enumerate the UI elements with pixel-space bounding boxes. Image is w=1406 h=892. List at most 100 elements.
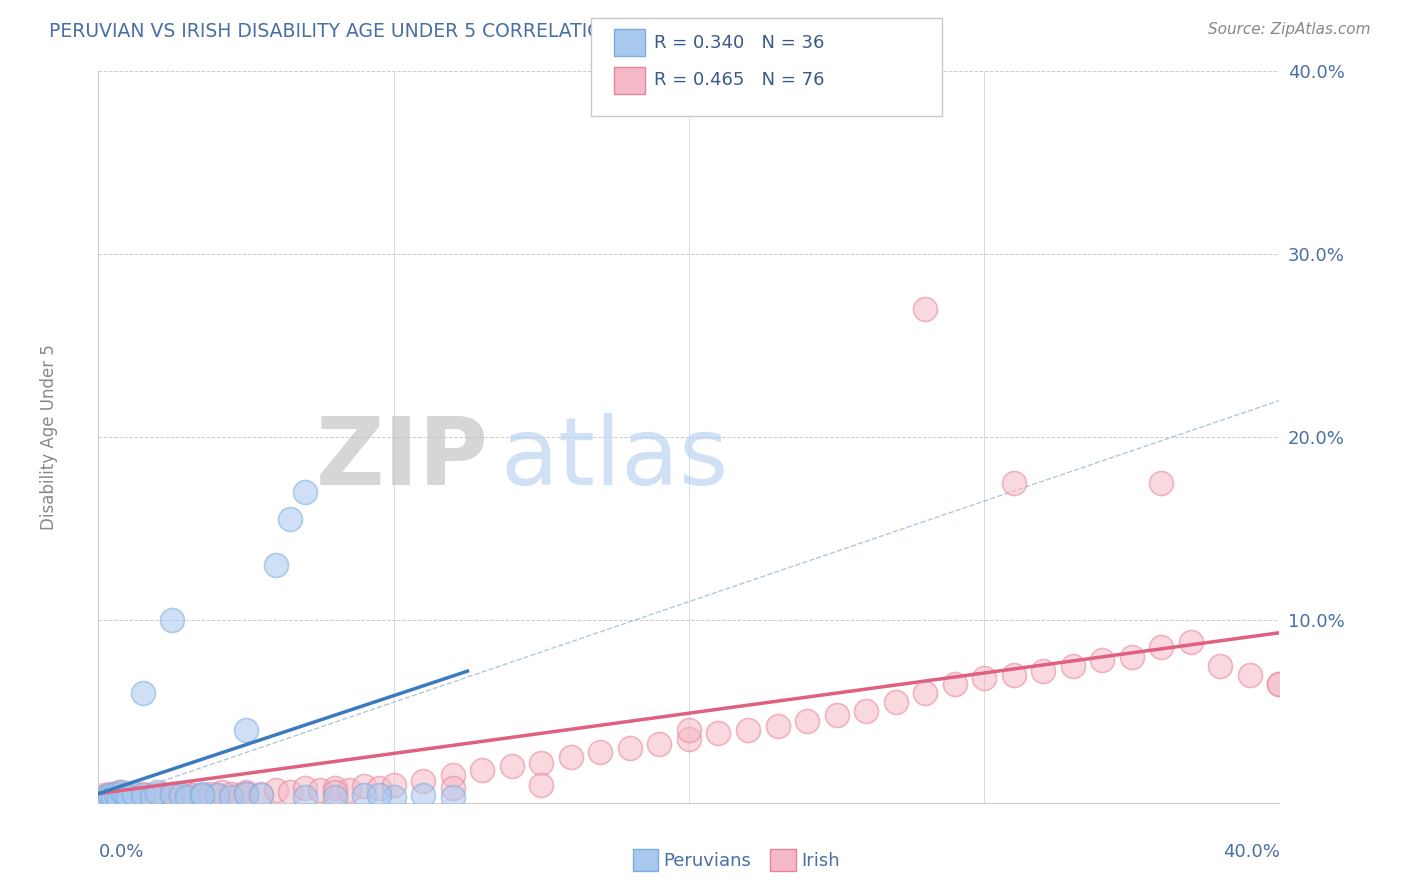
Point <box>117 790 139 805</box>
Point <box>353 789 375 803</box>
Point <box>648 737 671 751</box>
Point <box>382 777 405 792</box>
Point <box>93 789 115 803</box>
Point <box>1239 667 1261 681</box>
Point <box>323 781 346 796</box>
Point <box>114 789 136 803</box>
Point <box>368 781 391 796</box>
Text: R = 0.340   N = 36: R = 0.340 N = 36 <box>654 34 824 52</box>
Point <box>973 672 995 686</box>
Point <box>825 708 848 723</box>
Point <box>855 705 877 719</box>
Point <box>1268 677 1291 691</box>
Point <box>796 714 818 728</box>
Point <box>235 723 257 737</box>
Point <box>235 785 257 799</box>
Point <box>530 777 553 792</box>
Point <box>382 790 405 805</box>
Point <box>294 485 316 500</box>
Point <box>96 790 118 805</box>
Text: 40.0%: 40.0% <box>1223 843 1279 861</box>
Text: Peruvians: Peruvians <box>664 852 751 870</box>
Point <box>441 781 464 796</box>
Point <box>1150 475 1173 490</box>
Point <box>441 768 464 782</box>
Point <box>162 789 183 803</box>
Point <box>111 787 134 801</box>
Point <box>560 750 582 764</box>
Point <box>914 301 936 317</box>
Point <box>678 723 700 737</box>
Point <box>943 677 966 691</box>
Point <box>105 790 128 805</box>
Point <box>162 789 183 803</box>
Point <box>211 785 233 799</box>
Point <box>589 745 612 759</box>
Point <box>278 785 302 799</box>
Point <box>90 794 112 808</box>
Point <box>1209 658 1232 673</box>
Point <box>264 558 287 573</box>
Point <box>141 790 163 805</box>
Point <box>1091 653 1114 667</box>
Point <box>412 789 434 803</box>
Point <box>737 723 759 737</box>
Point <box>132 686 155 700</box>
Point <box>412 773 434 788</box>
Point <box>205 789 228 803</box>
Point <box>441 790 464 805</box>
Point <box>309 783 332 797</box>
Point <box>191 787 214 801</box>
Point <box>264 783 287 797</box>
Point <box>707 726 730 740</box>
Point <box>1150 640 1173 655</box>
Point <box>103 790 125 805</box>
Point <box>530 756 553 770</box>
Point <box>678 731 700 746</box>
Point <box>278 512 302 526</box>
Point <box>122 787 145 801</box>
Point <box>1002 475 1025 490</box>
Point <box>117 789 139 803</box>
Text: ZIP: ZIP <box>315 413 488 505</box>
Point <box>146 790 169 805</box>
Text: PERUVIAN VS IRISH DISABILITY AGE UNDER 5 CORRELATION CHART: PERUVIAN VS IRISH DISABILITY AGE UNDER 5… <box>49 22 686 41</box>
Point <box>323 790 346 805</box>
Point <box>1180 635 1202 649</box>
Point <box>619 740 641 755</box>
Point <box>162 613 183 627</box>
Point <box>1062 658 1084 673</box>
Point <box>294 790 316 805</box>
Point <box>146 785 169 799</box>
Point <box>93 790 115 805</box>
Text: Source: ZipAtlas.com: Source: ZipAtlas.com <box>1208 22 1371 37</box>
Point <box>200 787 222 801</box>
Point <box>191 790 214 805</box>
Point <box>1032 664 1054 678</box>
Point <box>162 787 183 801</box>
Point <box>90 792 112 806</box>
Point <box>501 759 523 773</box>
Point <box>235 787 257 801</box>
Point <box>250 787 273 801</box>
Point <box>103 789 125 803</box>
Point <box>141 789 163 803</box>
Point <box>132 787 155 801</box>
Text: 0.0%: 0.0% <box>98 843 143 861</box>
Point <box>152 787 174 801</box>
Text: R = 0.465   N = 76: R = 0.465 N = 76 <box>654 71 824 89</box>
Point <box>98 789 121 803</box>
Point <box>914 686 936 700</box>
Point <box>235 787 257 801</box>
Point <box>181 789 204 803</box>
Point <box>250 789 273 803</box>
Text: Irish: Irish <box>801 852 839 870</box>
Point <box>229 789 252 803</box>
Point <box>884 695 907 709</box>
Point <box>353 780 375 794</box>
Point <box>96 792 118 806</box>
Point <box>170 790 193 805</box>
Point <box>1121 649 1143 664</box>
Point <box>1268 677 1291 691</box>
Point <box>111 785 134 799</box>
